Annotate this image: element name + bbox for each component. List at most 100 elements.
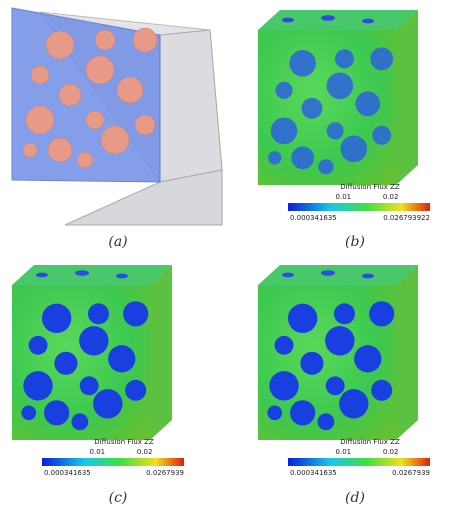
flux-spot <box>325 326 355 356</box>
flux-spot <box>282 272 294 278</box>
flux-spot <box>125 379 147 401</box>
flux-spot <box>270 117 298 145</box>
flux-spot <box>371 379 393 401</box>
flux-spot <box>300 351 324 375</box>
flux-spot <box>370 47 394 71</box>
cube-top <box>258 10 418 30</box>
cube-right <box>150 265 172 440</box>
colorbar-max: 0.0267939 <box>392 469 430 477</box>
flux-spot <box>321 270 335 276</box>
cube-render <box>258 10 418 185</box>
flux-spot <box>339 389 369 419</box>
colorbar <box>42 458 184 466</box>
panel-label: (b) <box>345 234 365 250</box>
flux-spot <box>267 405 283 421</box>
inclusion <box>25 105 55 135</box>
flux-spot <box>275 81 293 99</box>
flux-spot <box>28 335 48 355</box>
inclusion <box>134 114 156 136</box>
inclusion <box>94 29 116 51</box>
flux-spot <box>116 273 128 279</box>
inclusion <box>30 65 50 85</box>
flux-spot <box>372 125 392 145</box>
inclusion <box>85 55 115 85</box>
colorbar-tick-label: 0.01 <box>90 448 106 456</box>
cube-top <box>12 265 172 285</box>
flux-spot <box>36 272 48 278</box>
flux-spot <box>333 303 355 325</box>
inclusion <box>47 137 73 163</box>
colorbar-tick-label: 0.01 <box>336 193 352 201</box>
flux-spot <box>301 97 323 119</box>
flux-spot <box>321 15 335 21</box>
flux-spot <box>317 413 335 431</box>
colorbar-title: Diffusion Flux ZZ <box>340 438 400 446</box>
cube-top <box>258 265 418 285</box>
inclusion <box>22 142 38 158</box>
flux-spot <box>268 151 282 165</box>
flux-spot <box>369 301 395 327</box>
flux-spot <box>354 345 382 373</box>
flux-spot <box>290 400 316 426</box>
cube-right <box>396 10 418 185</box>
panel-label: (c) <box>109 490 128 506</box>
box-bottom <box>64 169 223 226</box>
flux-spot <box>21 405 37 421</box>
flux-spot <box>41 303 72 333</box>
colorbar-tick-label: 0.02 <box>383 448 399 456</box>
cube-right <box>396 265 418 440</box>
inclusion <box>58 83 82 107</box>
colorbar-max: 0.0267939 <box>146 469 184 477</box>
colorbar-title: Diffusion Flux ZZ <box>340 183 400 191</box>
panel-label: (a) <box>108 234 127 250</box>
flux-spot <box>326 122 344 140</box>
panel-label: (d) <box>345 490 365 506</box>
flux-spot <box>289 50 316 77</box>
flux-spot <box>326 72 354 100</box>
colorbar <box>288 458 430 466</box>
colorbar-min: 0.000341635 <box>44 469 91 477</box>
flux-spot <box>274 335 294 355</box>
flux-spot <box>79 376 99 396</box>
flux-spot <box>334 49 354 69</box>
flux-spot <box>362 18 374 24</box>
flux-spot <box>87 303 109 325</box>
flux-spot <box>362 273 374 279</box>
flux-spot <box>318 159 334 175</box>
inclusion <box>45 30 75 60</box>
flux-spot <box>54 351 78 375</box>
colorbar-tick-label: 0.02 <box>137 448 153 456</box>
inclusion <box>100 125 130 155</box>
colorbar-min: 0.000341635 <box>290 469 337 477</box>
flux-spot <box>325 376 345 396</box>
flux-spot <box>287 303 318 333</box>
colorbar-min: 0.000341635 <box>290 214 337 222</box>
flux-spot <box>123 301 149 327</box>
flux-spot <box>340 135 368 163</box>
flux-spot <box>291 146 315 170</box>
flux-spot <box>108 345 136 373</box>
colorbar-tick-label: 0.02 <box>383 193 399 201</box>
flux-spot <box>269 371 299 401</box>
inclusion <box>76 151 94 169</box>
flux-spot <box>79 326 109 356</box>
flux-spot <box>75 270 89 276</box>
flux-spot <box>282 17 294 23</box>
colorbar <box>288 203 430 211</box>
cube-render <box>12 265 172 440</box>
flux-spot <box>93 389 123 419</box>
inclusion <box>85 110 105 130</box>
flux-spot <box>355 91 381 117</box>
colorbar-tick-label: 0.01 <box>336 448 352 456</box>
box-right <box>159 29 223 183</box>
cube-render <box>258 265 418 440</box>
colorbar-max: 0.026793922 <box>383 214 430 222</box>
inclusion <box>132 27 158 53</box>
flux-spot <box>71 413 89 431</box>
flux-spot <box>23 371 53 401</box>
panel-a-render <box>11 7 223 226</box>
inclusion <box>116 76 144 104</box>
colorbar-title: Diffusion Flux ZZ <box>94 438 154 446</box>
flux-spot <box>44 400 70 426</box>
